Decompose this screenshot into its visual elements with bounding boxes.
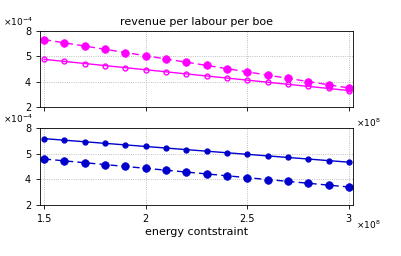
Text: $\times10^{-4}$: $\times10^{-4}$ — [2, 113, 32, 125]
Text: $\times10^{-4}$: $\times10^{-4}$ — [2, 15, 32, 28]
X-axis label: energy contstraint: energy contstraint — [145, 227, 248, 237]
Text: $\times10^{8}$: $\times10^{8}$ — [356, 116, 381, 129]
Text: $\times10^{8}$: $\times10^{8}$ — [356, 219, 381, 231]
Title: revenue per labour per boe: revenue per labour per boe — [120, 17, 273, 27]
